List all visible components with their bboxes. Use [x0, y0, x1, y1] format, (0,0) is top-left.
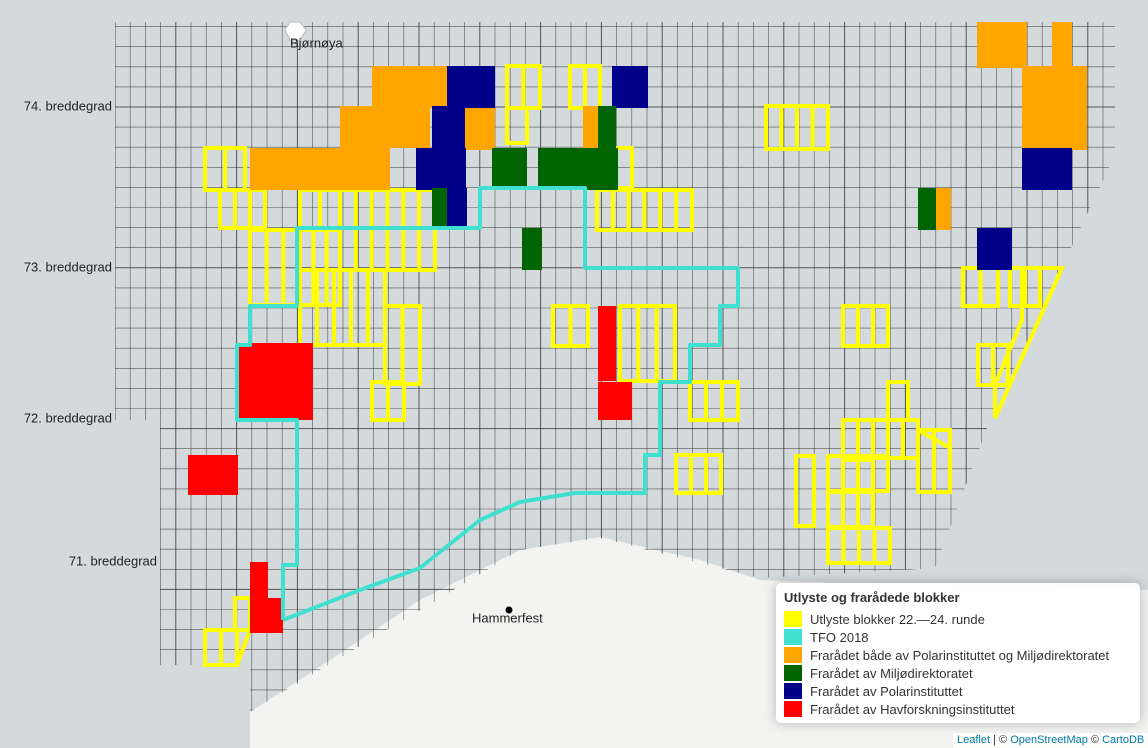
rejected-block — [1022, 148, 1072, 190]
town-dot — [505, 606, 513, 614]
announced-block — [505, 106, 529, 145]
rejected-block — [612, 66, 648, 108]
latitude-label: 74. breddegrad — [24, 98, 112, 113]
rejected-block — [977, 22, 1027, 68]
rejected-block — [936, 188, 951, 230]
announced-block — [826, 490, 875, 529]
legend-label: Frarådet både av Polarinstituttet og Mil… — [810, 647, 1110, 663]
legend: Utlyste og frarådede blokker Utlyste blo… — [776, 583, 1140, 723]
rejected-block — [1052, 22, 1072, 68]
legend-item: Utlyste blokker 22.—24. runde — [784, 610, 1132, 628]
attribution-text: | © — [993, 734, 1008, 746]
legend-item: TFO 2018 — [784, 628, 1132, 646]
announced-block — [688, 380, 740, 422]
announced-block — [233, 596, 252, 632]
announced-block — [841, 304, 890, 348]
rejected-block — [238, 343, 313, 420]
place-label: Hammerfest — [472, 610, 543, 625]
rejected-block — [250, 562, 268, 599]
announced-block — [618, 304, 677, 383]
legend-swatch — [784, 647, 802, 663]
rejected-block — [538, 148, 618, 190]
rejected-block — [447, 66, 495, 108]
attribution-link[interactable]: CartoDB — [1102, 734, 1145, 746]
announced-block — [916, 426, 952, 494]
rejected-block — [598, 382, 632, 420]
rejected-block — [918, 188, 936, 230]
rejected-block — [522, 228, 542, 270]
legend-swatch — [784, 665, 802, 681]
rejected-block — [977, 228, 1012, 270]
rejected-block — [416, 148, 466, 190]
legend-item: Frarådet av Havforskningsinstituttet — [784, 700, 1132, 718]
rejected-block — [250, 598, 283, 633]
announced-block — [674, 453, 723, 495]
announced-block — [235, 628, 253, 666]
rejected-block — [598, 306, 616, 381]
rejected-block — [447, 188, 467, 226]
latitude-label: 73. breddegrad — [24, 259, 112, 274]
attribution-link[interactable]: Leaflet — [957, 734, 991, 746]
legend-swatch — [784, 701, 802, 717]
rejected-block — [1022, 66, 1087, 150]
rejected-block — [372, 66, 447, 108]
rejected-block — [465, 108, 495, 150]
rejected-block — [598, 106, 616, 148]
announced-block — [886, 380, 910, 422]
rejected-block — [340, 106, 430, 148]
rejected-block — [583, 106, 598, 148]
legend-item: Frarådet både av Polarinstituttet og Mil… — [784, 646, 1132, 664]
legend-swatch — [784, 629, 802, 645]
announced-block — [841, 418, 920, 460]
latitude-label: 72. breddegrad — [24, 410, 112, 425]
island-icon — [284, 21, 307, 41]
legend-label: Frarådet av Havforskningsinstituttet — [810, 701, 1015, 717]
place-label: Bjørnøya — [290, 35, 344, 50]
legend-label: Frarådet av Miljødirektoratet — [810, 665, 973, 681]
attribution-text: © — [1090, 734, 1100, 746]
legend-swatch — [784, 611, 802, 627]
legend-label: TFO 2018 — [810, 629, 869, 645]
legend-swatch — [784, 683, 802, 699]
announced-block — [794, 454, 816, 528]
announced-block — [993, 266, 1066, 419]
attribution: Leaflet | © OpenStreetMap © CartoDB — [953, 733, 1148, 748]
legend-title: Utlyste og frarådede blokker — [784, 590, 960, 605]
legend-label: Frarådet av Polarinstituttet — [810, 683, 963, 699]
blocks — [188, 22, 1087, 667]
latitude-label: 71. breddegrad — [69, 553, 157, 568]
legend-item: Frarådet av Polarinstituttet — [784, 682, 1132, 700]
legend-items: Utlyste blokker 22.—24. runde TFO 2018 Fra… — [784, 610, 1132, 718]
announced-block — [218, 188, 267, 230]
legend-item: Frarådet av Miljødirektoratet — [784, 664, 1132, 682]
rejected-block — [188, 455, 238, 495]
rejected-block — [492, 148, 527, 190]
rejected-block — [432, 188, 447, 226]
tfo-boundary — [235, 186, 740, 622]
legend-label: Utlyste blokker 22.—24. runde — [810, 611, 985, 627]
attribution-link[interactable]: OpenStreetMap — [1010, 734, 1088, 746]
rejected-block — [432, 106, 465, 148]
rejected-block — [250, 148, 390, 190]
